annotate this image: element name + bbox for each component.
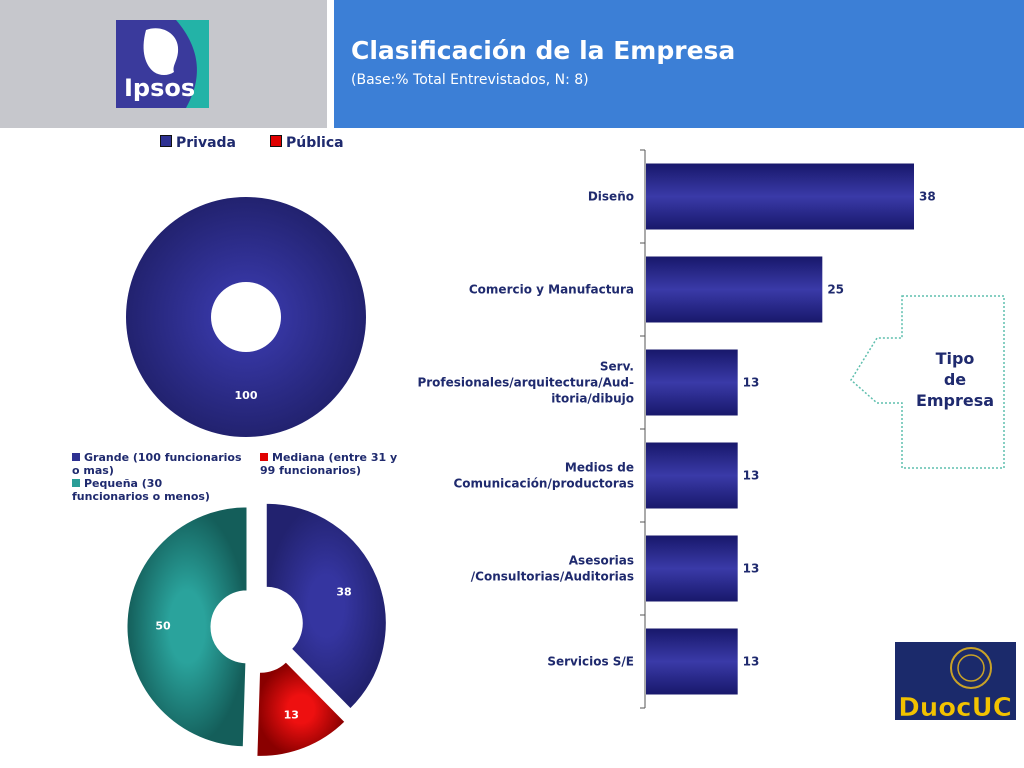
bar-category-label: Medios de [565, 461, 634, 475]
bar-data-label: 38 [919, 190, 936, 204]
donut-chart-sector: 100 [126, 197, 366, 437]
bar-data-label: 13 [743, 469, 760, 483]
legend-item-privada: Privada [160, 135, 236, 150]
bar [646, 442, 738, 509]
bar [646, 163, 914, 230]
bar [646, 349, 738, 416]
bar-category-label: Servicios S/E [547, 655, 634, 669]
callout-line: Empresa [915, 391, 995, 410]
legend-item-pequena: Pequeña (30 funcionarios o menos) [72, 477, 210, 503]
ipsos-logo: Ipsos [116, 20, 209, 108]
bar-category-label: Comunicación/productoras [454, 477, 635, 491]
logo-text: Ipsos [124, 74, 195, 102]
legend-item-publica: Pública [270, 135, 344, 150]
bar [646, 535, 738, 602]
seal-icon [950, 647, 992, 689]
bar-data-label: 13 [743, 655, 760, 669]
bar-category-label: Serv. [600, 360, 634, 374]
callout-line: Tipo [935, 349, 975, 368]
legend-item-grande: Grande (100 funcionarios o mas) [72, 451, 242, 477]
bar-category-label: itoria/dibujo [551, 392, 634, 406]
bar-category-label: /Consultorias/Auditorias [471, 570, 634, 584]
callout-line: de [943, 370, 967, 389]
face-silhouette-icon [143, 28, 179, 75]
bar-category-label: Diseño [588, 190, 634, 204]
donut-slice [126, 506, 248, 748]
page-title: Clasificación de la Empresa [351, 36, 736, 65]
donut-slice [256, 661, 346, 757]
header-title-panel [334, 0, 1024, 128]
donut-data-label: 38 [336, 585, 351, 598]
bar-data-label: 13 [743, 562, 760, 576]
donut-data-label: 13 [284, 709, 299, 722]
bar [646, 256, 823, 323]
bar-chart-company-type: 38 Diseño 25 Comercio y Manufactura 13 Serv. P… [417, 149, 936, 709]
bar-category-label: Asesorias [569, 554, 634, 568]
callout-arrow [850, 295, 1005, 469]
bar-data-label: 25 [827, 283, 844, 297]
duoc-uc-logo: DuocUC [895, 642, 1016, 720]
bar [646, 628, 738, 695]
donut-chart-size: 38 13 50 [126, 502, 387, 757]
page-subtitle: (Base:% Total Entrevistados, N: 8) [351, 72, 589, 88]
donut-slice [265, 502, 387, 710]
duoc-logo-text: DuocUC [898, 693, 1012, 720]
legend-item-mediana: Mediana (entre 31 y 99 funcionarios) [260, 451, 398, 477]
bar-category-label: Profesionales/arquitectura/Aud- [417, 376, 634, 390]
bar-category-label: Comercio y Manufactura [469, 283, 634, 297]
donut-data-label: 100 [235, 389, 258, 402]
callout-label: Tipo de Empresa [905, 348, 1005, 411]
donut-data-label: 50 [155, 620, 171, 633]
bar-data-label: 13 [743, 376, 760, 390]
